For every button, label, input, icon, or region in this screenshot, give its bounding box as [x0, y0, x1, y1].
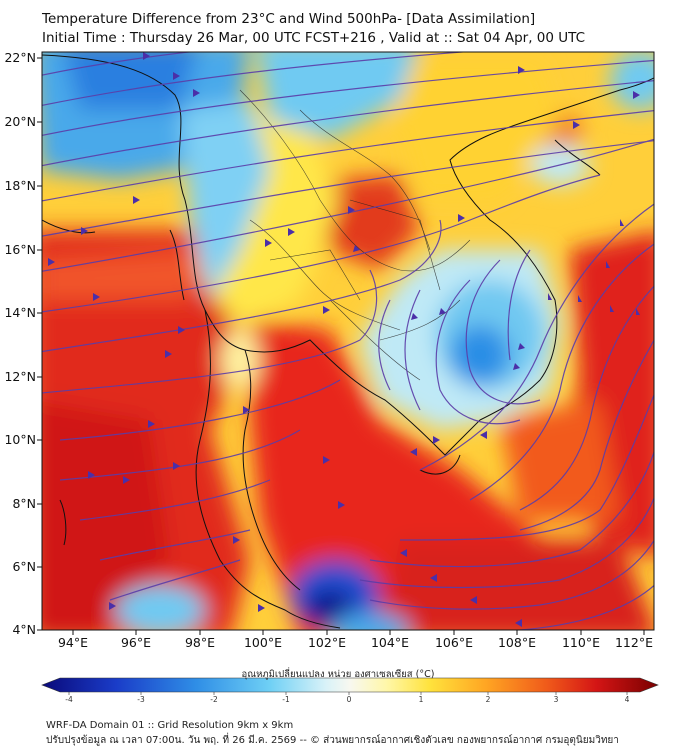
lat-label: 4°N	[12, 622, 36, 637]
lon-label: 104°E	[371, 635, 409, 650]
colorbar-tick: 0	[347, 695, 352, 704]
lon-label: 100°E	[244, 635, 282, 650]
colorbar-tick: 1	[419, 695, 424, 704]
lat-label: 18°N	[4, 178, 36, 193]
lon-label: 112°E	[615, 635, 653, 650]
map-title: Temperature Difference from 23°C and Win…	[42, 10, 585, 48]
coastlines	[42, 54, 654, 629]
axis-ticks	[37, 57, 645, 635]
lon-label: 102°E	[308, 635, 346, 650]
colorbar-tick: 3	[554, 695, 559, 704]
lon-label: 106°E	[435, 635, 473, 650]
lon-label: 98°E	[185, 635, 215, 650]
colorbar-gradient	[41, 677, 659, 693]
map-frame	[41, 51, 655, 631]
colorbar-tick: 4	[625, 695, 630, 704]
streamline-arrows	[48, 52, 640, 627]
footer-model-info: WRF-DA Domain 01 :: Grid Resolution 9km …	[46, 720, 294, 731]
colorbar-tick: -1	[282, 695, 290, 704]
footer-credit: ปรับปรุงข้อมูล ณ เวลา 07:00น. วัน พฤ. ที…	[46, 735, 619, 746]
colorbar: -4 -3 -2 -1 0 1 2 3 4	[41, 677, 659, 704]
colorbar-title: อุณหภูมิเปลี่ยนแปลง หน่วย องศาเซลเซียส (…	[241, 669, 435, 680]
lon-label: 110°E	[562, 635, 600, 650]
country-borders	[239, 89, 471, 381]
lon-label: 108°E	[498, 635, 536, 650]
colorbar-tick: -4	[65, 695, 73, 704]
lat-label: 6°N	[12, 559, 36, 574]
lat-label: 20°N	[4, 114, 36, 129]
colorbar-tick: -2	[210, 695, 218, 704]
lon-label: 94°E	[58, 635, 88, 650]
title-line-1: Temperature Difference from 23°C and Win…	[42, 11, 536, 27]
lat-label: 16°N	[4, 242, 36, 257]
colorbar-tick: -3	[137, 695, 145, 704]
lat-label: 14°N	[4, 305, 36, 320]
lon-label: 96°E	[121, 635, 151, 650]
lat-label: 10°N	[4, 432, 36, 447]
latitude-labels: 22°N 20°N 18°N 16°N 14°N 12°N 10°N 8°N 6…	[4, 50, 36, 637]
wind-streamlines	[42, 52, 654, 630]
title-line-2: Initial Time : Thursday 26 Mar, 00 UTC F…	[42, 30, 586, 46]
colorbar-tick: 2	[486, 695, 491, 704]
lat-label: 12°N	[4, 369, 36, 384]
lat-label: 8°N	[12, 496, 36, 511]
longitude-labels: 94°E 96°E 98°E 100°E 102°E 104°E 106°E 1…	[58, 635, 653, 650]
lat-label: 22°N	[4, 50, 36, 65]
footer: WRF-DA Domain 01 :: Grid Resolution 9km …	[46, 718, 619, 748]
